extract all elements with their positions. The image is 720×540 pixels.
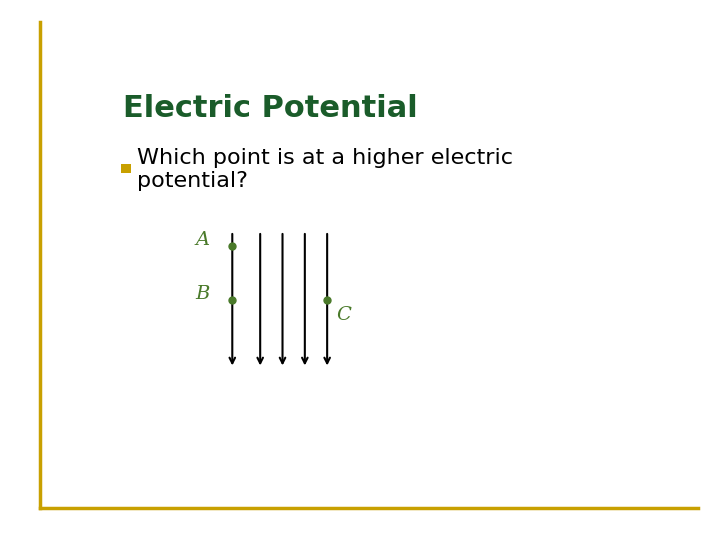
Text: Electric Potential: Electric Potential <box>124 94 418 123</box>
Text: potential?: potential? <box>138 171 248 191</box>
Text: C: C <box>337 306 351 324</box>
Text: A: A <box>196 231 210 249</box>
Bar <box>121 164 131 173</box>
Text: Which point is at a higher electric: Which point is at a higher electric <box>138 148 513 168</box>
Text: B: B <box>196 285 210 303</box>
